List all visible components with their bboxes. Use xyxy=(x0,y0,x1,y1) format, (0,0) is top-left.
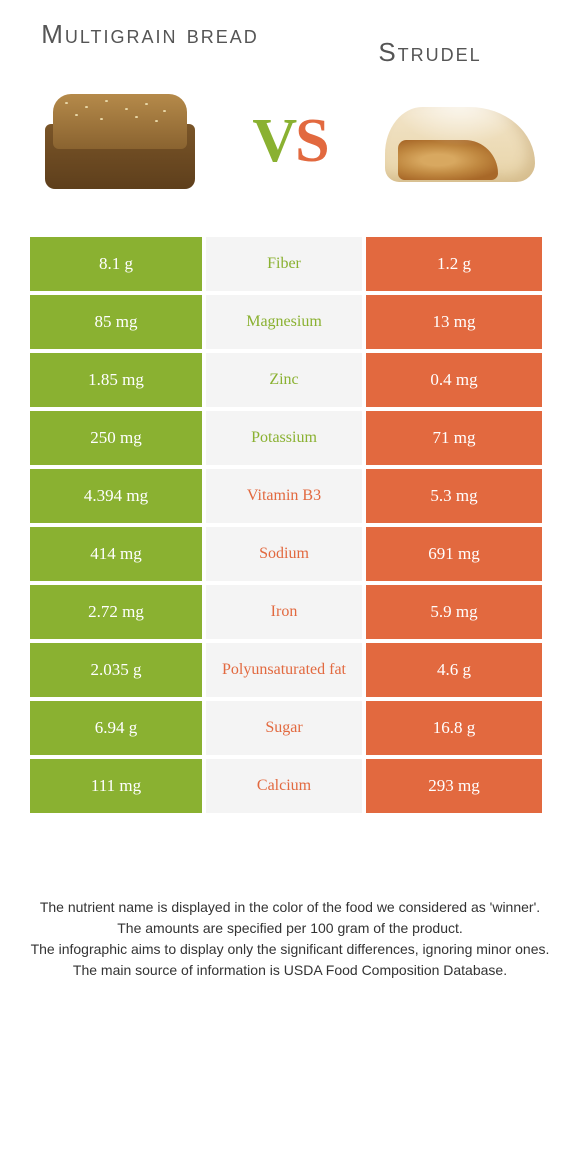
food-title-right: Strudel xyxy=(320,38,540,67)
vs-label: VS xyxy=(252,106,327,177)
value-right: 5.9 mg xyxy=(366,585,542,639)
footer-line: The infographic aims to display only the… xyxy=(30,939,550,960)
nutrient-name: Fiber xyxy=(206,237,366,291)
value-left: 4.394 mg xyxy=(30,469,206,523)
value-left: 250 mg xyxy=(30,411,206,465)
value-right: 293 mg xyxy=(366,759,542,813)
nutrient-name: Sodium xyxy=(206,527,366,581)
table-row: 4.394 mgVitamin B35.3 mg xyxy=(30,469,550,527)
nutrient-name: Zinc xyxy=(206,353,366,407)
strudel-icon xyxy=(380,92,540,192)
nutrient-name: Magnesium xyxy=(206,295,366,349)
footer-line: The nutrient name is displayed in the co… xyxy=(30,897,550,918)
footer-line: The amounts are specified per 100 gram o… xyxy=(30,918,550,939)
food-title-left: Multigrain bread xyxy=(40,20,260,49)
bread-icon xyxy=(45,94,195,189)
table-row: 2.72 mgIron5.9 mg xyxy=(30,585,550,643)
value-left: 111 mg xyxy=(30,759,206,813)
value-right: 4.6 g xyxy=(366,643,542,697)
nutrient-name: Vitamin B3 xyxy=(206,469,366,523)
nutrient-table: 8.1 gFiber1.2 g85 mgMagnesium13 mg1.85 m… xyxy=(30,237,550,817)
table-row: 8.1 gFiber1.2 g xyxy=(30,237,550,295)
value-right: 1.2 g xyxy=(366,237,542,291)
vs-s: S xyxy=(295,107,327,175)
nutrient-name: Calcium xyxy=(206,759,366,813)
table-row: 111 mgCalcium293 mg xyxy=(30,759,550,817)
nutrient-name: Iron xyxy=(206,585,366,639)
value-right: 16.8 g xyxy=(366,701,542,755)
value-left: 8.1 g xyxy=(30,237,206,291)
footer-notes: The nutrient name is displayed in the co… xyxy=(30,897,550,981)
food-image-right xyxy=(370,77,550,207)
value-right: 0.4 mg xyxy=(366,353,542,407)
value-right: 691 mg xyxy=(366,527,542,581)
nutrient-name: Sugar xyxy=(206,701,366,755)
table-row: 1.85 mgZinc0.4 mg xyxy=(30,353,550,411)
table-row: 6.94 gSugar16.8 g xyxy=(30,701,550,759)
table-row: 2.035 gPolyunsaturated fat4.6 g xyxy=(30,643,550,701)
value-left: 414 mg xyxy=(30,527,206,581)
food-image-left xyxy=(30,77,210,207)
value-left: 2.72 mg xyxy=(30,585,206,639)
nutrient-name: Polyunsaturated fat xyxy=(206,643,366,697)
value-right: 71 mg xyxy=(366,411,542,465)
table-row: 414 mgSodium691 mg xyxy=(30,527,550,585)
value-right: 13 mg xyxy=(366,295,542,349)
nutrient-name: Potassium xyxy=(206,411,366,465)
value-left: 2.035 g xyxy=(30,643,206,697)
images-row: VS xyxy=(0,67,580,237)
footer-line: The main source of information is USDA F… xyxy=(30,960,550,981)
value-left: 85 mg xyxy=(30,295,206,349)
value-left: 6.94 g xyxy=(30,701,206,755)
table-row: 85 mgMagnesium13 mg xyxy=(30,295,550,353)
value-right: 5.3 mg xyxy=(366,469,542,523)
vs-v: V xyxy=(252,107,295,175)
header: Multigrain bread Strudel xyxy=(0,0,580,67)
value-left: 1.85 mg xyxy=(30,353,206,407)
table-row: 250 mgPotassium71 mg xyxy=(30,411,550,469)
